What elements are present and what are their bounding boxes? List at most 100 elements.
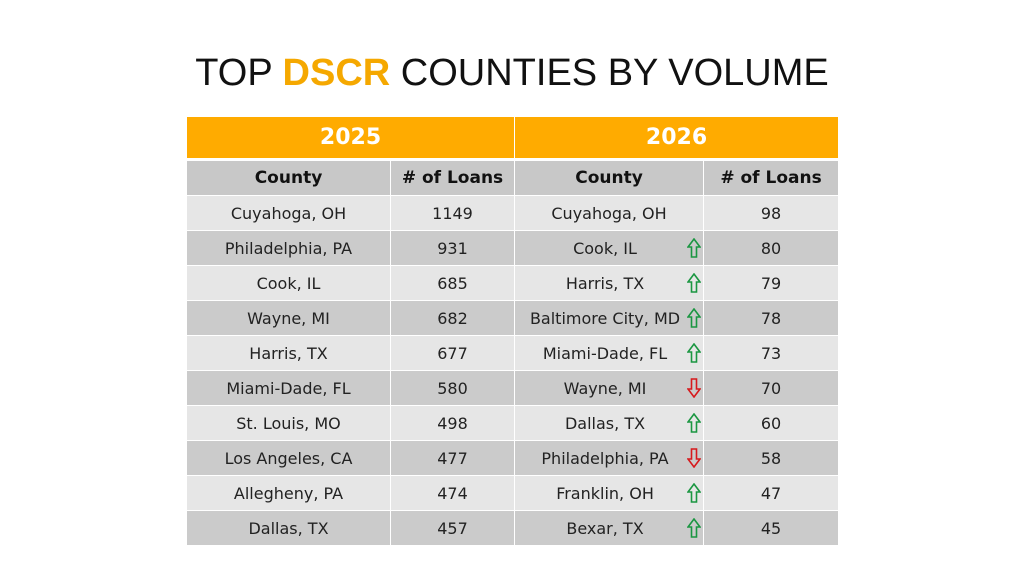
- title-accent: DSCR: [282, 52, 391, 94]
- loans-2026-text: 70: [760, 378, 782, 398]
- loans-2026-cell: 80: [703, 230, 840, 266]
- arrow-down-icon: [687, 448, 702, 468]
- column-header-county: County: [514, 159, 705, 196]
- arrow-up-icon: [687, 238, 702, 258]
- year-header-2026: 2026: [514, 116, 840, 161]
- county-2026-text: Cuyahoga, OH: [551, 203, 667, 223]
- county-2025-text: Wayne, MI: [247, 308, 330, 328]
- loans-2026-text: 98: [760, 203, 782, 223]
- loans-2026-text: 73: [760, 343, 782, 363]
- loans-2025-cell: 580: [389, 370, 516, 406]
- arrow-up-icon: [687, 273, 702, 293]
- table-row: Los Angeles, CA 477 Philadelphia, PA 58: [186, 440, 840, 476]
- county-2025-cell: Miami-Dade, FL: [186, 370, 391, 406]
- loans-2025-cell: 498: [389, 405, 516, 441]
- loans-2026-cell: 78: [703, 300, 840, 336]
- loans-2025-cell: 1149: [389, 195, 516, 231]
- loans-2026-cell: 79: [703, 265, 840, 301]
- county-2025-cell: Harris, TX: [186, 335, 391, 371]
- slide-title: TOP DSCR COUNTIES BY VOLUME: [0, 52, 1024, 95]
- county-2026-cell: Cook, IL: [514, 230, 705, 266]
- county-2026-text: Bexar, TX: [566, 518, 644, 538]
- county-2025-text: Cuyahoga, OH: [230, 203, 347, 223]
- loans-2026-text: 45: [760, 518, 782, 538]
- loans-2025-text: 474: [437, 483, 468, 503]
- loans-2026-text: 78: [760, 308, 782, 328]
- counties-table: 2025 2026 County # of Loans County # of …: [185, 116, 840, 546]
- county-2025-text: Cook, IL: [256, 273, 321, 293]
- county-2026-text: Philadelphia, PA: [541, 448, 669, 468]
- loans-2026-cell: 47: [703, 475, 840, 511]
- column-header-loans: # of Loans: [703, 159, 840, 196]
- county-2026-text: Franklin, OH: [556, 483, 654, 503]
- loans-2025-text: 1149: [432, 203, 473, 223]
- county-2026-cell: Harris, TX: [514, 265, 705, 301]
- year-header-2025: 2025: [185, 116, 516, 161]
- loans-2026-cell: 58: [703, 440, 840, 476]
- arrow-up-icon: [687, 413, 702, 433]
- county-2026-text: Miami-Dade, FL: [542, 343, 668, 363]
- table-row: Wayne, MI 682 Baltimore City, MD 78: [186, 300, 840, 336]
- county-2025-text: Dallas, TX: [248, 518, 329, 538]
- county-2025-cell: Los Angeles, CA: [186, 440, 391, 476]
- county-2026-cell: Franklin, OH: [514, 475, 705, 511]
- county-2026-cell: Wayne, MI: [514, 370, 705, 406]
- county-2025-cell: Cuyahoga, OH: [186, 195, 391, 231]
- loans-2025-text: 477: [437, 448, 468, 468]
- loans-2025-text: 931: [437, 238, 468, 258]
- loans-2025-text: 685: [437, 273, 468, 293]
- county-2026-text: Baltimore City, MD: [529, 308, 681, 328]
- county-2025-cell: Dallas, TX: [186, 510, 391, 546]
- table-row: Philadelphia, PA 931 Cook, IL 80: [186, 230, 840, 266]
- table-row: Miami-Dade, FL 580 Wayne, MI 70: [186, 370, 840, 406]
- arrow-up-icon: [687, 518, 702, 538]
- loans-2026-cell: 70: [703, 370, 840, 406]
- table-row: St. Louis, MO 498 Dallas, TX 60: [186, 405, 840, 441]
- column-header-county: County: [186, 159, 391, 196]
- loans-2025-text: 457: [437, 518, 468, 538]
- arrow-down-icon: [687, 378, 702, 398]
- county-2025-cell: Allegheny, PA: [186, 475, 391, 511]
- loans-2026-text: 80: [760, 238, 782, 258]
- table-row: Harris, TX 677 Miami-Dade, FL 73: [186, 335, 840, 371]
- loans-2025-cell: 457: [389, 510, 516, 546]
- loans-2025-cell: 477: [389, 440, 516, 476]
- arrow-up-icon: [687, 308, 702, 328]
- loans-2026-text: 47: [760, 483, 782, 503]
- loans-2026-text: 79: [760, 273, 782, 293]
- county-2026-cell: Baltimore City, MD: [514, 300, 705, 336]
- arrow-up-icon: [687, 483, 702, 503]
- loans-2025-cell: 682: [389, 300, 516, 336]
- county-2026-cell: Dallas, TX: [514, 405, 705, 441]
- county-2026-text: Dallas, TX: [564, 413, 646, 433]
- table-row: Cook, IL 685 Harris, TX 79: [186, 265, 840, 301]
- county-2026-cell: Miami-Dade, FL: [514, 335, 705, 371]
- column-header-loans: # of Loans: [389, 159, 516, 196]
- loans-2025-cell: 685: [389, 265, 516, 301]
- arrow-up-icon: [687, 343, 702, 363]
- county-2026-text: Harris, TX: [565, 273, 645, 293]
- table-row: Cuyahoga, OH 1149 Cuyahoga, OH 98: [186, 195, 840, 231]
- county-2025-text: Allegheny, PA: [233, 483, 344, 503]
- county-2025-text: St. Louis, MO: [236, 413, 341, 433]
- county-2025-text: Philadelphia, PA: [224, 238, 353, 258]
- loans-2026-cell: 45: [703, 510, 840, 546]
- county-2025-cell: Philadelphia, PA: [186, 230, 391, 266]
- county-2026-cell: Philadelphia, PA: [514, 440, 705, 476]
- loans-2026-text: 60: [760, 413, 782, 433]
- loans-2026-text: 58: [760, 448, 782, 468]
- table-row: Dallas, TX 457 Bexar, TX 45: [186, 510, 840, 546]
- county-2025-text: Harris, TX: [249, 343, 328, 363]
- county-2026-text: Cook, IL: [573, 238, 637, 258]
- loans-2026-cell: 98: [703, 195, 840, 231]
- loans-2025-text: 677: [437, 343, 468, 363]
- loans-2025-cell: 931: [389, 230, 516, 266]
- county-2026-cell: Cuyahoga, OH: [514, 195, 705, 231]
- loans-2026-cell: 73: [703, 335, 840, 371]
- loans-2025-cell: 474: [389, 475, 516, 511]
- table-row: Allegheny, PA 474 Franklin, OH 47: [186, 475, 840, 511]
- loans-2025-text: 682: [437, 308, 468, 328]
- county-2026-text: Wayne, MI: [563, 378, 647, 398]
- county-2025-cell: Wayne, MI: [186, 300, 391, 336]
- county-2025-cell: Cook, IL: [186, 265, 391, 301]
